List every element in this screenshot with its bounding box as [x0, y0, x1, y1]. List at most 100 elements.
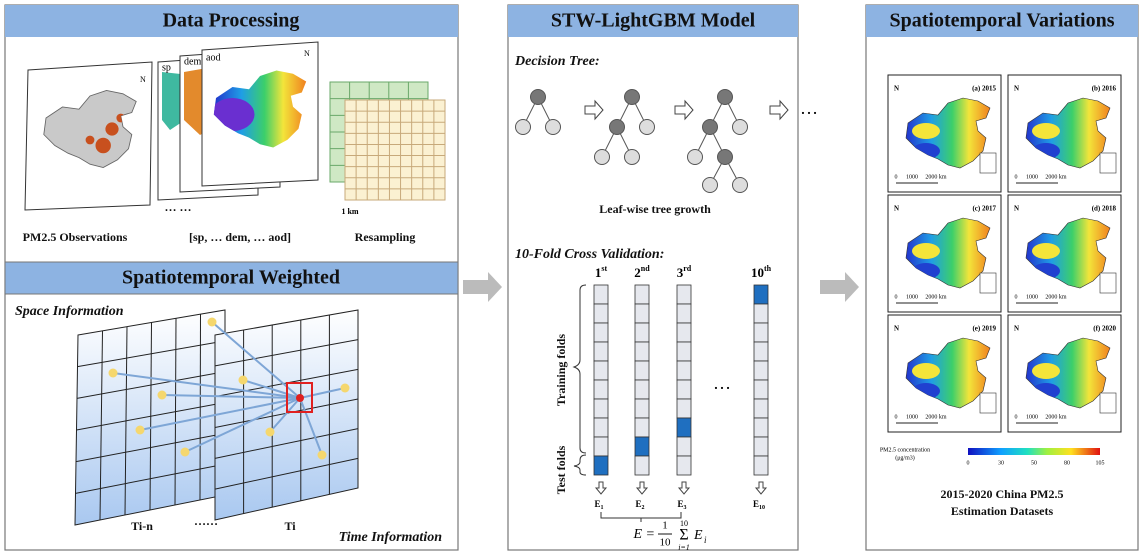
fold-cell [677, 361, 691, 380]
fold-error: E1 [594, 499, 603, 511]
fold-cell [594, 361, 608, 380]
station [239, 376, 248, 385]
down-arrow [596, 482, 606, 494]
map-hotspot [1032, 123, 1060, 139]
flow-arrow [463, 272, 502, 302]
panel-title: Spatiotemporal Variations [889, 10, 1114, 32]
ellipsis: … [800, 98, 818, 118]
layer-stack: sp dem aod N [158, 42, 318, 200]
training-label: Training folds [554, 334, 568, 406]
target [296, 394, 304, 402]
map-label: (c) 2017 [972, 205, 996, 213]
map-scale: 2000 km [925, 414, 947, 420]
fold-suffix: nd [641, 264, 650, 273]
map-label: (e) 2019 [972, 325, 996, 333]
fold-cell [677, 285, 691, 304]
fold-cell [594, 304, 608, 323]
layer-label: sp [162, 62, 171, 73]
fold-cell [635, 304, 649, 323]
fold-cell [677, 399, 691, 418]
tree-node [703, 120, 718, 135]
map-scale: 1000 [906, 414, 918, 420]
layer-label: dem [184, 56, 201, 67]
station [208, 318, 217, 327]
ellipsis: … [713, 373, 731, 393]
station [136, 426, 145, 435]
diagram: Data Processing Spatiotemporal Weighted … [0, 0, 1140, 553]
tree-node [640, 120, 655, 135]
fold-cell [635, 380, 649, 399]
map-label: (f) 2020 [1093, 325, 1116, 333]
fold-cell [677, 304, 691, 323]
map-scale: 0 [1015, 414, 1018, 420]
bracket [574, 285, 586, 453]
tree-node [718, 150, 733, 165]
time-label: Time Information [339, 530, 443, 545]
map-scale: 1000 [906, 294, 918, 300]
formula-index: i [704, 535, 707, 545]
map-north: N [1014, 325, 1019, 333]
fold-cell [635, 323, 649, 342]
trees [516, 90, 789, 193]
layer-label: aod [206, 52, 220, 63]
map-scale: 2000 km [1045, 174, 1067, 180]
north-label: N [140, 75, 146, 84]
fold-cell [635, 361, 649, 380]
fold-suffix: th [764, 264, 772, 273]
plane-label: Ti [284, 519, 296, 533]
map-scale: 0 [1015, 174, 1018, 180]
error-index: 2 [642, 505, 645, 511]
fold-cell [635, 342, 649, 361]
fold-cell [754, 399, 768, 418]
tree-node [610, 120, 625, 135]
tree-node [625, 150, 640, 165]
tree-node [703, 178, 718, 193]
inset [980, 153, 996, 173]
map-north: N [894, 85, 899, 93]
map-scale: 0 [895, 294, 898, 300]
colorbar-ticks: 0305080105 [967, 460, 1105, 466]
fold-cell [635, 285, 649, 304]
fold-cell [594, 380, 608, 399]
map-north: N [894, 325, 899, 333]
fold-cell [594, 456, 608, 475]
formula-lhs: E = [633, 527, 656, 542]
colorbar-label: PM2.5 concentration [880, 447, 930, 453]
map-north: N [1014, 85, 1019, 93]
fold-cell [635, 418, 649, 437]
flow-arrow [820, 272, 859, 302]
inset [1100, 393, 1116, 413]
fold-cell [754, 304, 768, 323]
tree-node [688, 150, 703, 165]
panel-title: STW-LightGBM Model [551, 10, 756, 32]
step-label: Resampling [355, 230, 416, 244]
fold-cell [677, 380, 691, 399]
fold-header: 3rd [677, 264, 692, 280]
error-index: 3 [684, 505, 687, 511]
down-arrow [679, 482, 689, 494]
fold-cell [677, 323, 691, 342]
map-scale: 2000 km [925, 294, 947, 300]
space-label: Space Information [15, 304, 124, 319]
ellipsis: …… [194, 514, 218, 528]
station [181, 448, 190, 457]
error-index: 1 [601, 505, 604, 511]
scale-label: 1 km [341, 207, 358, 216]
map-scale: 1000 [906, 174, 918, 180]
inset [980, 393, 996, 413]
map-hotspot [912, 363, 940, 379]
tree-node [733, 120, 748, 135]
bracket [574, 455, 586, 475]
tree-node [718, 90, 733, 105]
fold-error: E10 [753, 499, 765, 511]
fold-cell [635, 399, 649, 418]
fold-cell [754, 437, 768, 456]
map-hotspot [1032, 363, 1060, 379]
fold-header: 10th [751, 264, 772, 280]
colorbar-tick: 30 [998, 460, 1004, 466]
fold-cell [754, 361, 768, 380]
fold-cell [594, 399, 608, 418]
plane [215, 310, 358, 520]
inset [1100, 153, 1116, 173]
